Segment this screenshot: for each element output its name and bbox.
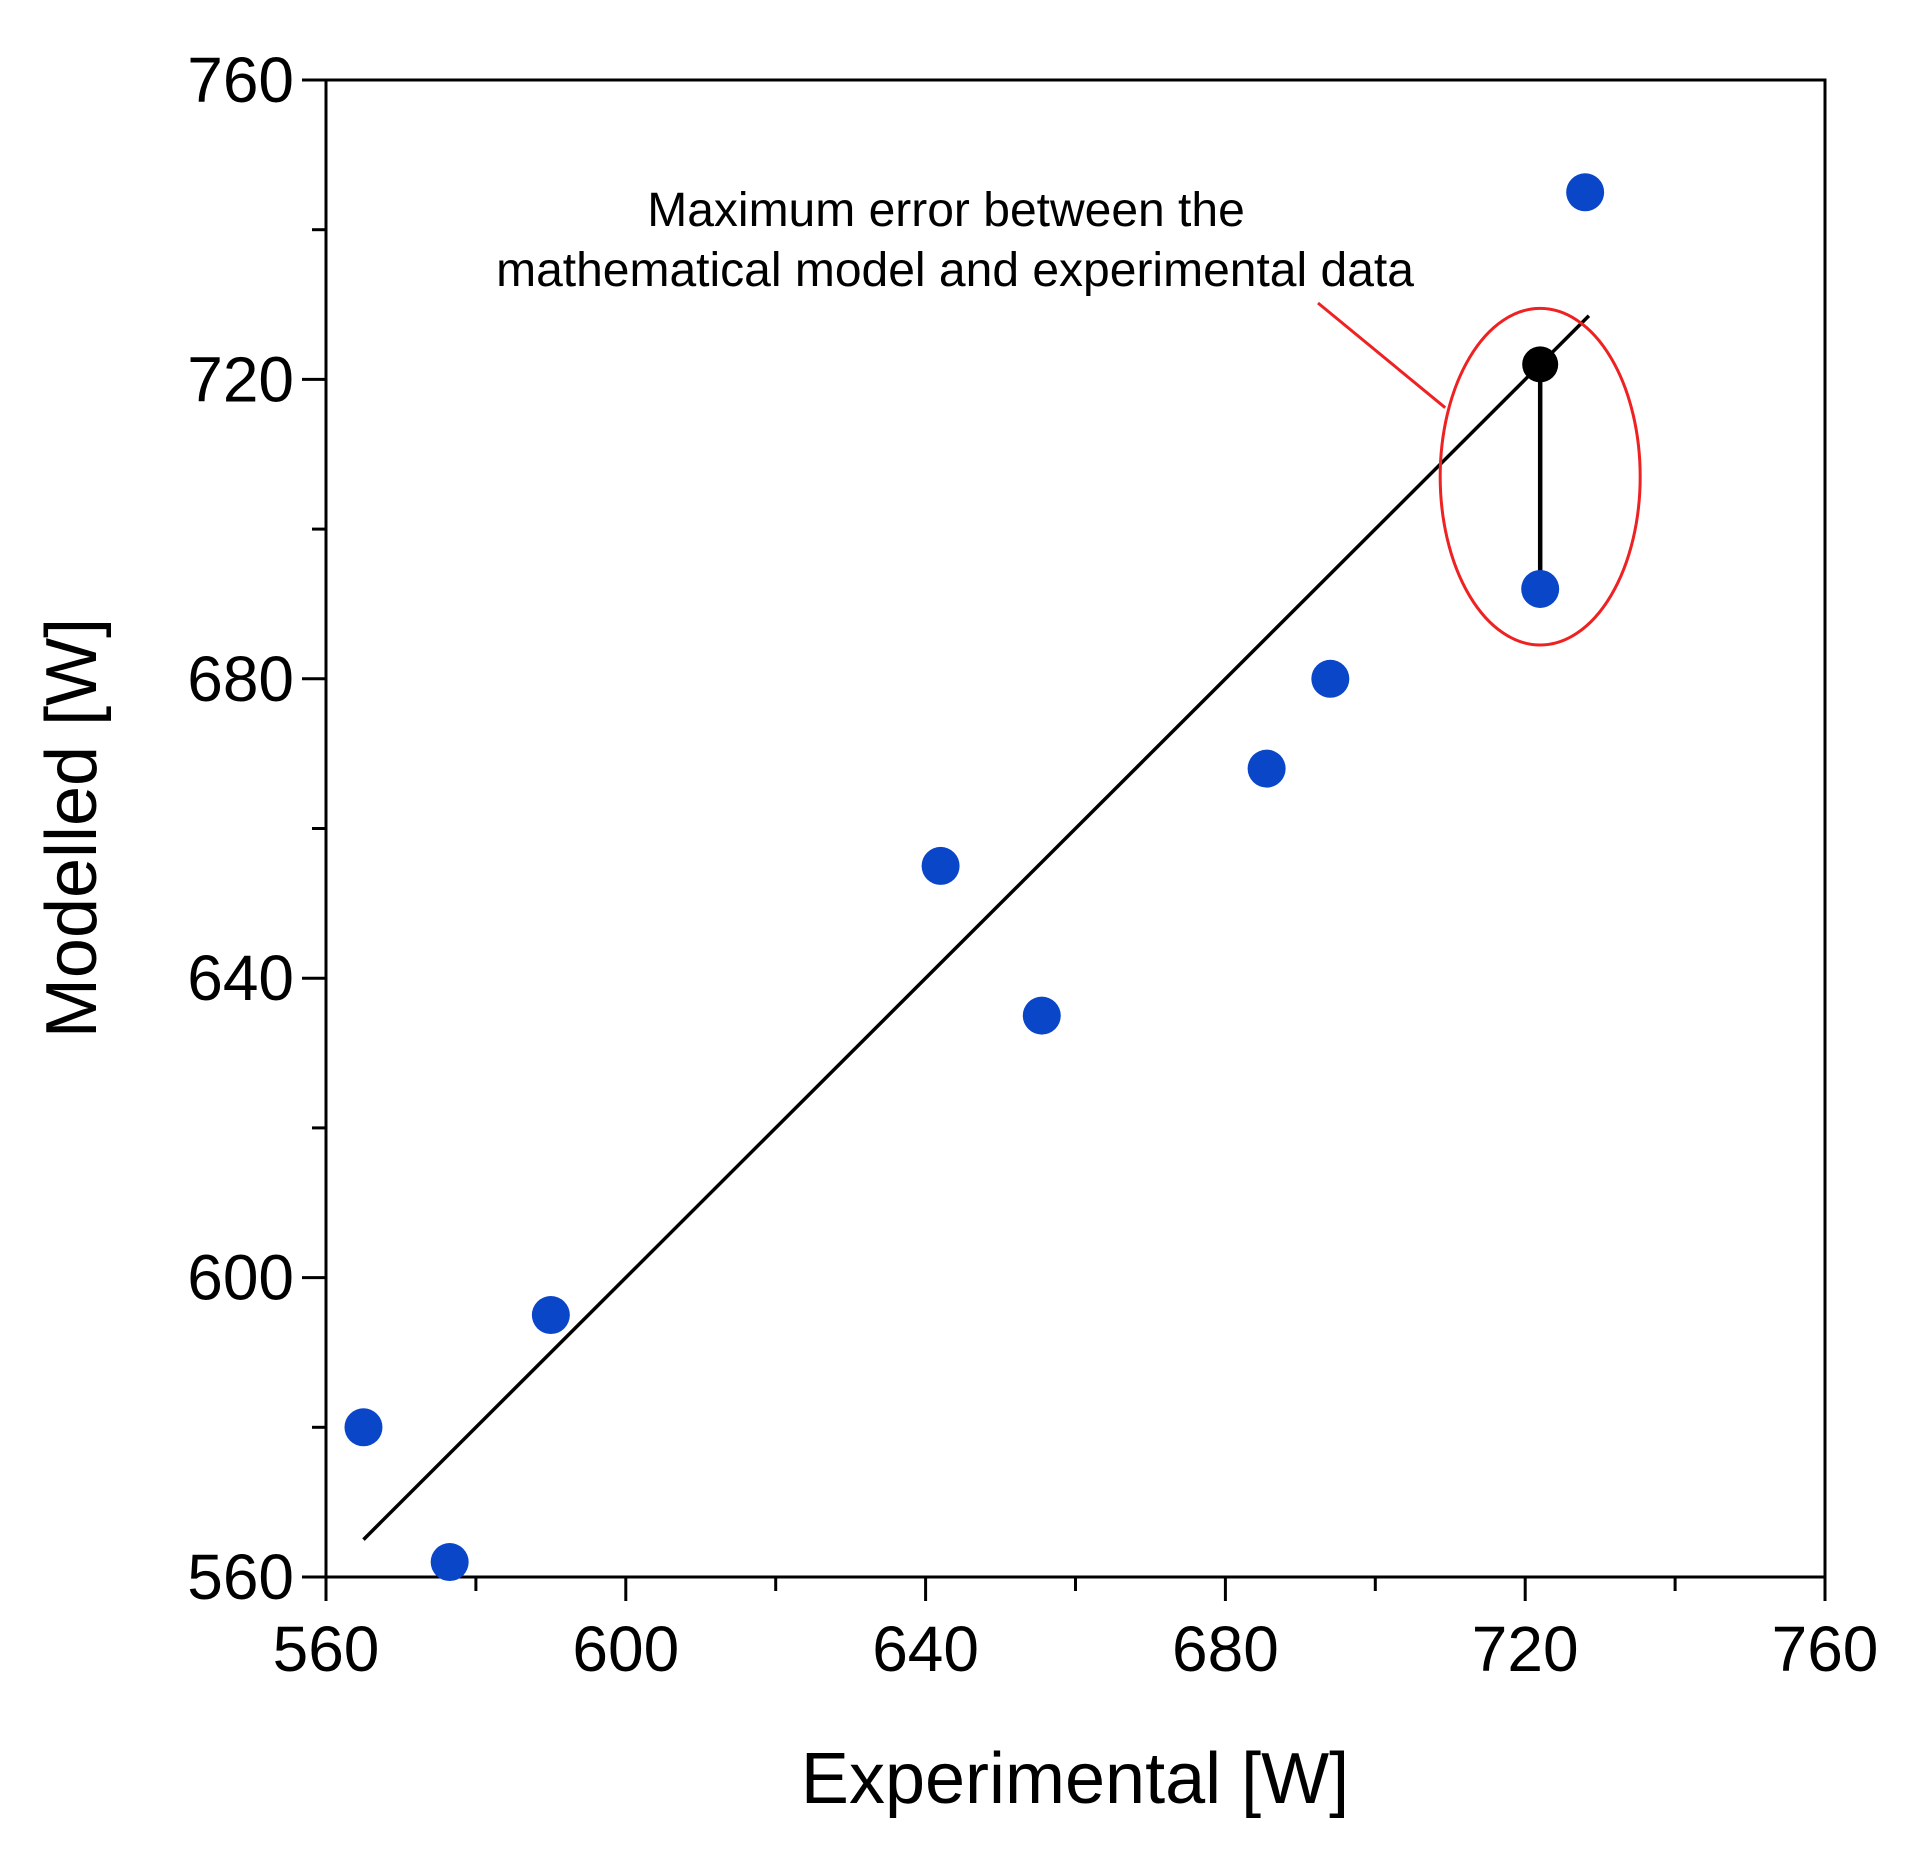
x-axis-title: Experimental [W] xyxy=(801,1739,1349,1819)
max-error-annotation xyxy=(1317,301,1642,647)
data-points xyxy=(344,173,1605,1582)
data-point xyxy=(344,1408,383,1447)
data-point xyxy=(1022,996,1061,1035)
y-tick-label: 760 xyxy=(187,44,294,116)
data-point xyxy=(531,1296,570,1335)
annotation-line-1: Maximum error between the xyxy=(647,184,1245,237)
y-axis-ticks: 560 600 640 680 720 760 xyxy=(187,44,326,1613)
y-tick-label: 600 xyxy=(187,1242,294,1314)
annotation-leader-line xyxy=(1317,301,1447,409)
x-tick-label: 600 xyxy=(572,1613,679,1685)
y-tick-label: 560 xyxy=(187,1541,294,1613)
y-tick-label: 640 xyxy=(187,942,294,1014)
x-tick-label: 640 xyxy=(872,1613,979,1685)
fit-line xyxy=(362,314,1591,1541)
data-point xyxy=(1311,659,1350,698)
data-point xyxy=(1247,749,1286,788)
data-point xyxy=(1566,173,1605,212)
x-axis-ticks: 560 600 640 680 720 760 xyxy=(273,1577,1879,1685)
y-axis-title: Modelled [W] xyxy=(32,618,112,1038)
data-point xyxy=(430,1543,469,1582)
data-point xyxy=(1521,569,1560,608)
y-tick-label: 720 xyxy=(187,343,294,415)
x-tick-label: 720 xyxy=(1472,1613,1579,1685)
x-tick-label: 680 xyxy=(1172,1613,1279,1685)
x-tick-label: 560 xyxy=(273,1613,380,1685)
annotation-line-2: mathematical model and experimental data xyxy=(496,244,1414,297)
data-point xyxy=(921,846,960,885)
x-tick-label: 760 xyxy=(1772,1613,1879,1685)
y-tick-label: 680 xyxy=(187,643,294,715)
fit-line-layer xyxy=(362,314,1591,1541)
modelled-point-marker xyxy=(1522,346,1559,383)
max-error-ellipse xyxy=(1438,306,1642,647)
